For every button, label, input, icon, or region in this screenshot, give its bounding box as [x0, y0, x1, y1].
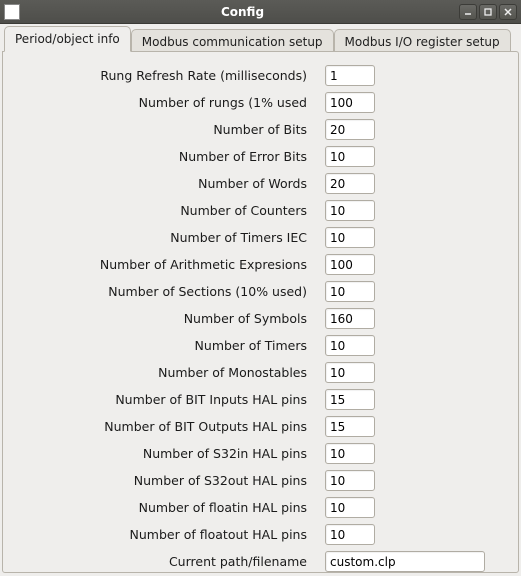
config-row: Number of Timers IEC — [15, 224, 506, 251]
config-label: Number of BIT Outputs HAL pins — [15, 419, 325, 434]
config-input[interactable] — [325, 65, 375, 86]
config-input[interactable] — [325, 335, 375, 356]
config-row: Rung Refresh Rate (milliseconds) — [15, 62, 506, 89]
config-label: Number of Timers IEC — [15, 230, 325, 245]
config-row: Number of BIT Outputs HAL pins — [15, 413, 506, 440]
config-input[interactable] — [325, 497, 375, 518]
tab-panel: Rung Refresh Rate (milliseconds) Number o… — [2, 51, 519, 573]
config-input[interactable] — [325, 362, 375, 383]
window-title: Config — [26, 5, 459, 19]
config-input[interactable] — [325, 92, 375, 113]
config-input[interactable] — [325, 389, 375, 410]
config-row: Number of Bits — [15, 116, 506, 143]
config-row: Number of Sections (10% used) — [15, 278, 506, 305]
titlebar: Config — [0, 0, 521, 24]
tab-modbus-io-register-setup[interactable]: Modbus I/O register setup — [334, 29, 511, 53]
config-label: Number of Monostables — [15, 365, 325, 380]
config-label: Number of floatin HAL pins — [15, 500, 325, 515]
config-label: Number of Words — [15, 176, 325, 191]
config-label: Rung Refresh Rate (milliseconds) — [15, 68, 325, 83]
config-label: Number of Counters — [15, 203, 325, 218]
config-row: Number of Monostables — [15, 359, 506, 386]
config-input[interactable] — [325, 254, 375, 275]
maximize-button[interactable] — [479, 4, 497, 20]
config-label: Number of Symbols — [15, 311, 325, 326]
config-input[interactable] — [325, 200, 375, 221]
config-label: Number of Arithmetic Expresions — [15, 257, 325, 272]
config-label: Number of Sections (10% used) — [15, 284, 325, 299]
config-row: Number of Symbols — [15, 305, 506, 332]
config-input[interactable] — [325, 551, 485, 572]
config-input[interactable] — [325, 443, 375, 464]
config-input[interactable] — [325, 146, 375, 167]
tab-modbus-comm-setup[interactable]: Modbus communication setup — [131, 29, 334, 53]
config-input[interactable] — [325, 416, 375, 437]
close-button[interactable] — [499, 4, 517, 20]
config-input[interactable] — [325, 173, 375, 194]
config-label: Number of floatout HAL pins — [15, 527, 325, 542]
window-body: Period/object info Modbus communication … — [0, 24, 521, 576]
config-label: Number of Timers — [15, 338, 325, 353]
config-row: Number of Timers — [15, 332, 506, 359]
config-row: Number of Arithmetic Expresions — [15, 251, 506, 278]
config-row: Number of S32in HAL pins — [15, 440, 506, 467]
config-row: Number of BIT Inputs HAL pins — [15, 386, 506, 413]
tab-period-object-info[interactable]: Period/object info — [4, 26, 131, 52]
config-row: Number of Error Bits — [15, 143, 506, 170]
window-controls — [459, 4, 517, 20]
config-row: Number of Counters — [15, 197, 506, 224]
config-row: Number of S32out HAL pins — [15, 467, 506, 494]
config-label: Number of S32out HAL pins — [15, 473, 325, 488]
minimize-button[interactable] — [459, 4, 477, 20]
config-label: Number of Error Bits — [15, 149, 325, 164]
tab-bar: Period/object info Modbus communication … — [2, 26, 519, 52]
config-input[interactable] — [325, 281, 375, 302]
config-label: Number of BIT Inputs HAL pins — [15, 392, 325, 407]
config-input[interactable] — [325, 470, 375, 491]
config-label: Number of S32in HAL pins — [15, 446, 325, 461]
config-label: Number of rungs (1% used — [15, 95, 325, 110]
config-row: Number of floatin HAL pins — [15, 494, 506, 521]
config-input[interactable] — [325, 308, 375, 329]
config-input[interactable] — [325, 119, 375, 140]
config-row: Number of rungs (1% used — [15, 89, 506, 116]
config-input[interactable] — [325, 524, 375, 545]
config-label: Number of Bits — [15, 122, 325, 137]
config-row: Current path/filename — [15, 548, 506, 575]
config-row: Number of Words — [15, 170, 506, 197]
config-label: Current path/filename — [15, 554, 325, 569]
config-input[interactable] — [325, 227, 375, 248]
config-row: Number of floatout HAL pins — [15, 521, 506, 548]
app-icon — [4, 4, 20, 20]
